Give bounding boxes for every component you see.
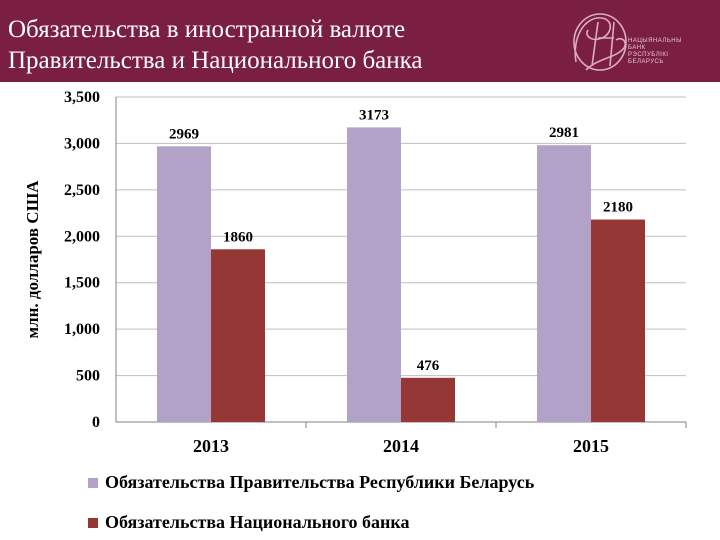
title-line-1: Обязательства в иностранной валюте xyxy=(8,16,406,43)
page-title: Обязательства в иностранной валюте Прави… xyxy=(8,14,548,76)
x-tick-label: 2014 xyxy=(383,436,419,456)
data-label: 2180 xyxy=(603,200,633,216)
logo-caption: НАЦЫЯНАЛЬНЫ БАНК РЭСПУБЛІКІ БЕЛАРУСЬ xyxy=(628,38,718,66)
logo-caption-line: НАЦЫЯНАЛЬНЫ xyxy=(628,38,682,44)
data-label: 2981 xyxy=(549,125,579,141)
bar-national-bank-2014 xyxy=(401,377,455,422)
bar-national-bank-2015 xyxy=(591,219,645,422)
legend-label-government: Обязательства Правительства Республики Б… xyxy=(105,472,535,492)
bank-logo-icon xyxy=(573,13,627,71)
legend-swatch-government xyxy=(88,477,98,488)
data-label: 1860 xyxy=(223,229,253,245)
legend-item-government: Обязательства Правительства Республики Б… xyxy=(88,472,534,493)
logo-caption-line: РЭСПУБЛІКІ xyxy=(628,52,669,58)
y-tick-label: 1,000 xyxy=(64,321,100,338)
legend-item-national-bank: Обязательства Национального банка xyxy=(88,512,410,533)
data-label: 476 xyxy=(417,358,440,374)
y-tick-label: 2,000 xyxy=(64,228,100,245)
bar-government-2013 xyxy=(157,146,211,423)
y-axis-label: млн. долларов США xyxy=(23,180,42,339)
logo-caption-line: БАНК xyxy=(628,45,646,51)
bar-national-bank-2013 xyxy=(211,249,265,422)
header-bar: Обязательства в иностранной валюте Прави… xyxy=(0,0,720,82)
y-tick-label: 0 xyxy=(92,414,100,431)
bar-government-2014 xyxy=(347,127,401,422)
legend-swatch-national-bank xyxy=(88,517,98,528)
bar-government-2015 xyxy=(537,145,591,422)
logo-caption-line: БЕЛАРУСЬ xyxy=(628,59,664,65)
bar-chart: 0 500 1,000 1,500 2,000 2,500 3,000 3,500 млн. д… xyxy=(23,89,687,456)
y-tick-label: 2,500 xyxy=(64,182,100,199)
y-tick-label: 500 xyxy=(76,368,100,385)
y-tick-label: 3,500 xyxy=(64,89,100,106)
title-line-2: Правительства и Национального банка xyxy=(8,47,423,74)
y-tick-label: 1,500 xyxy=(64,275,100,292)
x-tick-label: 2013 xyxy=(193,436,229,456)
data-label: 2969 xyxy=(169,126,199,142)
data-label: 3173 xyxy=(359,107,389,123)
x-tick-label: 2015 xyxy=(573,436,609,456)
legend-label-national-bank: Обязательства Национального банка xyxy=(105,512,410,532)
y-tick-label: 3,000 xyxy=(64,135,100,152)
